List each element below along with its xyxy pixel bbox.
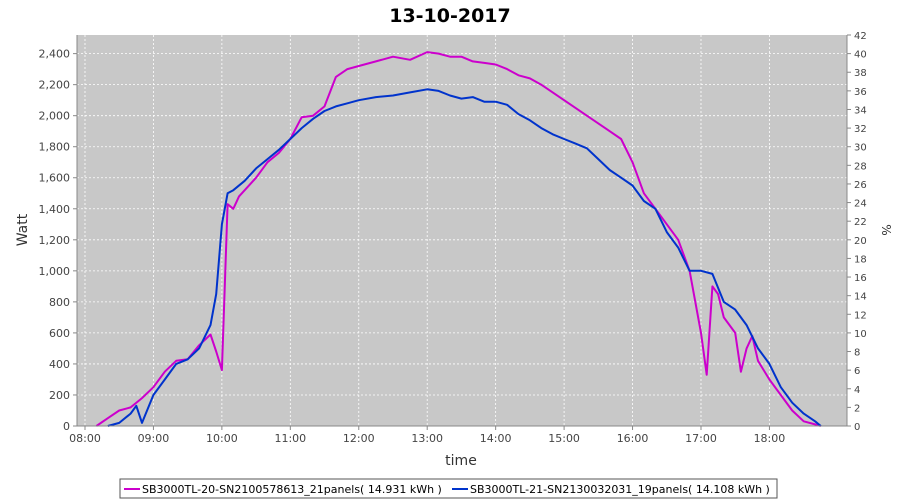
legend: SB3000TL-20-SN2100578613_21panels( 14.93… <box>119 478 778 499</box>
x-axis-title: time <box>445 453 477 469</box>
y2-tick-label: 16 <box>854 273 867 284</box>
y-tick-label: 200 <box>49 389 70 402</box>
y-tick-label: 1,800 <box>39 141 71 154</box>
y2-tick-label: 12 <box>854 310 867 321</box>
y2-tick-label: 4 <box>854 385 860 396</box>
y-axis-title: Watt <box>15 213 31 246</box>
y2-tick-label: 0 <box>854 422 860 433</box>
y-tick-label: 1,400 <box>39 203 71 216</box>
y2-axis-title: % <box>879 224 893 235</box>
x-tick-label: 09:00 <box>138 432 170 445</box>
y2-tick-label: 26 <box>854 180 867 191</box>
x-tick-label: 16:00 <box>617 432 649 445</box>
x-tick-label: 10:00 <box>206 432 238 445</box>
x-tick-label: 17:00 <box>685 432 717 445</box>
y-tick-label: 600 <box>49 327 70 340</box>
series-lines <box>95 51 822 427</box>
y2-tick-label: 2 <box>854 403 860 414</box>
y2-tick-label: 14 <box>854 292 867 303</box>
x-tick-label: 15:00 <box>548 432 580 445</box>
x-tick-label: 12:00 <box>343 432 375 445</box>
chart-title: 13-10-2017 <box>389 5 511 27</box>
y-tick-label: 0 <box>63 420 70 433</box>
grid-lines <box>77 35 847 427</box>
y2-tick-label: 36 <box>854 87 867 98</box>
x-tick-label: 08:00 <box>69 432 101 445</box>
y2-tick-label: 8 <box>854 348 860 359</box>
y-tick-label: 2,200 <box>39 79 71 92</box>
y2-tick-label: 40 <box>854 50 867 61</box>
y2-tick-label: 22 <box>854 217 867 228</box>
y-tick-label: 400 <box>49 358 70 371</box>
y2-tick-label: 42 <box>854 31 867 42</box>
y2-tick-label: 28 <box>854 161 867 172</box>
y2-tick-label: 34 <box>854 105 867 116</box>
legend-label-series-1: SB3000TL-20-SN2100578613_21panels( 14.93… <box>142 483 442 496</box>
y2-tick-label: 32 <box>854 124 867 135</box>
x-tick-label: 18:00 <box>754 432 786 445</box>
legend-box <box>119 478 778 499</box>
y2-tick-label: 20 <box>854 236 867 247</box>
y-tick-label: 2,000 <box>39 110 71 123</box>
y2-tick-label: 6 <box>854 366 860 377</box>
plot-area <box>77 35 847 426</box>
y2-tick-label: 38 <box>854 68 867 79</box>
y2-tick-label: 30 <box>854 143 867 154</box>
y-tick-label: 1,000 <box>39 265 71 278</box>
x-tick-label: 13:00 <box>411 432 443 445</box>
series-line-2 <box>107 88 822 427</box>
y2-tick-label: 18 <box>854 254 867 265</box>
y2-tick-label: 24 <box>854 199 867 210</box>
y-axis-ticks: 0 200 400 600 800 1,000 1,200 1,400 1,600 1,800 2,… <box>39 48 77 433</box>
y-tick-label: 1,600 <box>39 172 71 185</box>
series-line-1 <box>95 51 822 427</box>
x-tick-label: 14:00 <box>480 432 512 445</box>
y2-tick-label: 10 <box>854 329 867 340</box>
y-tick-label: 1,200 <box>39 234 71 247</box>
legend-label-series-2: SB3000TL-21-SN2130032031_19panels( 14.10… <box>470 483 770 496</box>
y-tick-label: 2,400 <box>39 48 71 61</box>
x-tick-label: 11:00 <box>274 432 306 445</box>
y-tick-label: 800 <box>49 296 70 309</box>
x-axis-ticks: 08:00 09:00 10:00 11:00 12:00 13:00 14:00 15:00… <box>69 426 785 445</box>
